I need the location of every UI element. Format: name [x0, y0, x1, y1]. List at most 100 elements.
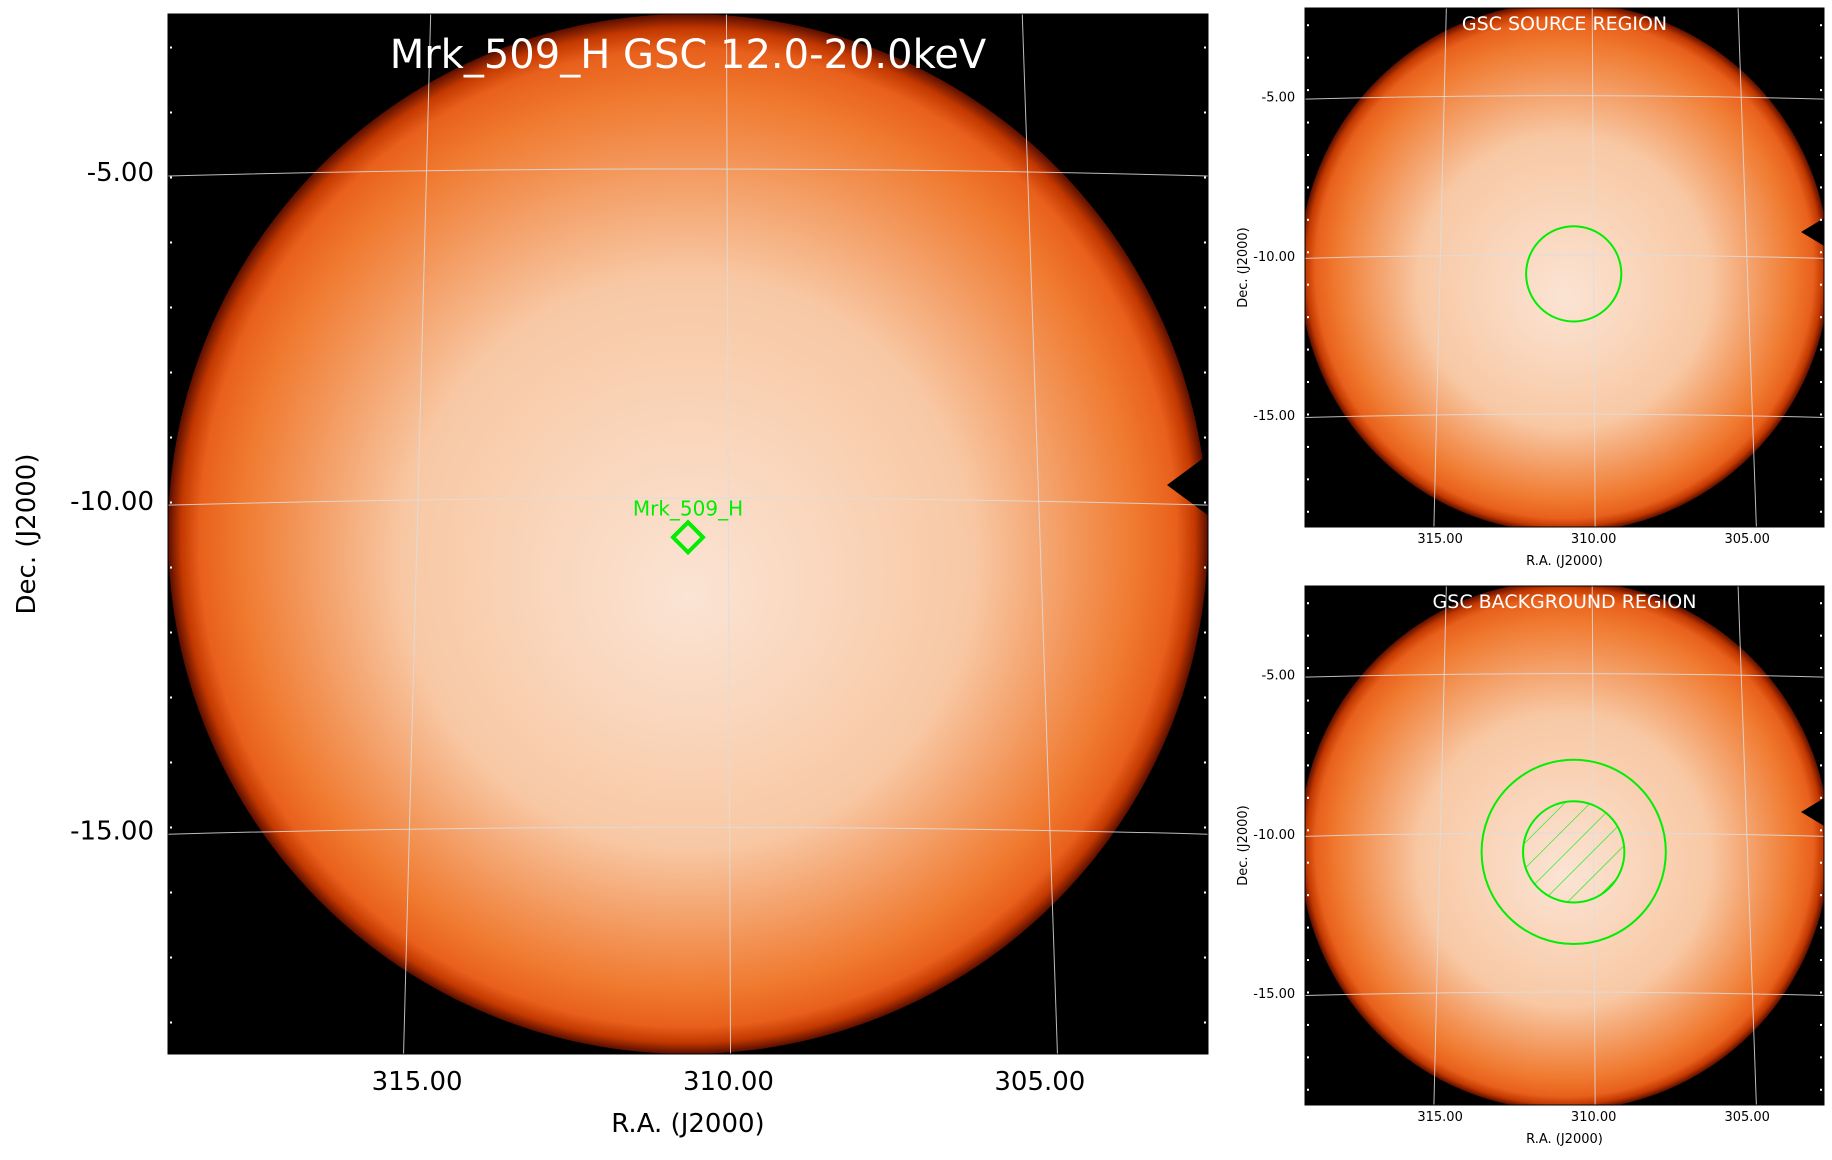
plot-frame [167, 13, 1209, 1055]
grid-line-dec [1305, 254, 1824, 259]
x-tick-label: 310.00 [683, 1067, 774, 1097]
grid-line-ra [725, 14, 732, 1054]
minor-tick [1307, 56, 1309, 59]
minor-tick [1820, 153, 1822, 156]
minor-tick [1204, 436, 1206, 439]
grid-line-dec [168, 826, 1208, 835]
y-tick-label: -5.00 [1262, 669, 1296, 684]
minor-tick [1820, 510, 1822, 513]
minor-tick [170, 566, 172, 569]
minor-tick [1204, 761, 1206, 764]
minor-tick [1307, 478, 1309, 481]
x-tick-label: 310.00 [1571, 532, 1617, 547]
minor-tick [1820, 894, 1822, 897]
minor-tick [170, 631, 172, 634]
grid-line-ra [1737, 8, 1757, 527]
y-axis-label: Dec. (J2000) [1236, 227, 1251, 307]
y-tick-label: -15.00 [70, 816, 154, 846]
minor-tick [1820, 667, 1822, 670]
minor-tick [170, 761, 172, 764]
source-label: Mrk_509_H [633, 496, 743, 520]
minor-tick [1820, 959, 1822, 962]
minor-tick [1307, 316, 1309, 319]
minor-tick [1307, 861, 1309, 864]
minor-tick [1307, 667, 1309, 670]
minor-tick [1307, 731, 1309, 734]
minor-tick [1307, 381, 1309, 384]
minor-tick [1204, 501, 1206, 504]
minor-tick [1820, 283, 1822, 286]
panel-background-region: GSC BACKGROUND REGION 315.00 310.00 305.00 -… [1236, 585, 1825, 1147]
minor-tick [1204, 631, 1206, 634]
x-tick-label: 305.00 [994, 1067, 1085, 1097]
minor-tick [1820, 218, 1822, 221]
y-axis-label: Dec. (J2000) [1236, 805, 1251, 885]
minor-tick [1307, 348, 1309, 351]
grid-line-ra [1737, 586, 1757, 1105]
minor-tick [170, 696, 172, 699]
x-axis-label: R.A. (J2000) [1526, 1132, 1603, 1147]
x-tick-label: 305.00 [1724, 1110, 1770, 1125]
y-tick-label: -5.00 [87, 158, 154, 188]
panel-source-region: GSC SOURCE REGION 315.00 310.00 305.00 -5.00… [1236, 7, 1825, 569]
minor-tick [1820, 89, 1822, 92]
chart-title: GSC BACKGROUND REGION [1433, 591, 1697, 613]
grid-line-dec [168, 168, 1208, 177]
minor-tick [170, 501, 172, 504]
minor-tick [1307, 218, 1309, 221]
grid [168, 14, 1208, 1054]
sky-image: Mrk_509_H [168, 14, 1208, 1054]
minor-tick [170, 826, 172, 829]
minor-tick [170, 956, 172, 959]
minor-tick [1307, 251, 1309, 254]
plot-frame [1304, 585, 1825, 1106]
minor-tick [1820, 991, 1822, 994]
minor-tick [1307, 1023, 1309, 1026]
minor-tick [1820, 251, 1822, 254]
x-axis-label: R.A. (J2000) [1526, 554, 1603, 569]
minor-tick [170, 241, 172, 244]
minor-tick [1204, 111, 1206, 114]
y-tick-label: -10.00 [1253, 250, 1295, 265]
minor-tick [1204, 826, 1206, 829]
x-tick-label: 315.00 [1417, 1110, 1463, 1125]
sky-image [1305, 586, 1824, 1105]
minor-tick [1307, 445, 1309, 448]
field-of-view [1305, 8, 1824, 527]
minor-tick [1204, 371, 1206, 374]
fov-notch [1801, 798, 1824, 826]
minor-tick [1307, 602, 1309, 605]
minor-tick [1307, 153, 1309, 156]
grid-line-ra [1433, 586, 1447, 1105]
minor-tick [1307, 926, 1309, 929]
x-axis-label: R.A. (J2000) [611, 1109, 764, 1139]
minor-tick [1820, 478, 1822, 481]
grid-line-dec [1305, 95, 1824, 100]
minor-tick [1204, 1021, 1206, 1024]
chart-title: GSC SOURCE REGION [1462, 13, 1667, 35]
minor-tick [1820, 602, 1822, 605]
minor-tick [1820, 829, 1822, 832]
minor-tick [1820, 926, 1822, 929]
fov-notch [1167, 454, 1208, 516]
y-tick-label: -15.00 [1253, 987, 1295, 1002]
panel-main: Mrk_509_H Mrk_509_H GSC 12.0-20.0keV 315.0… [12, 13, 1209, 1139]
minor-tick [1307, 1088, 1309, 1091]
region-circle [1480, 758, 1667, 945]
minor-tick [1820, 764, 1822, 767]
y-axis-label: Dec. (J2000) [12, 454, 42, 615]
minor-tick [1204, 956, 1206, 959]
source-marker [670, 519, 706, 556]
sky-image [1305, 8, 1824, 527]
minor-tick [1307, 894, 1309, 897]
minor-tick [1307, 764, 1309, 767]
minor-tick [1307, 24, 1309, 27]
y-tick-label: -10.00 [70, 487, 154, 517]
minor-tick [1307, 796, 1309, 799]
minor-tick [1204, 696, 1206, 699]
minor-tick [1204, 46, 1206, 49]
minor-tick [1204, 306, 1206, 309]
minor-tick [1307, 829, 1309, 832]
